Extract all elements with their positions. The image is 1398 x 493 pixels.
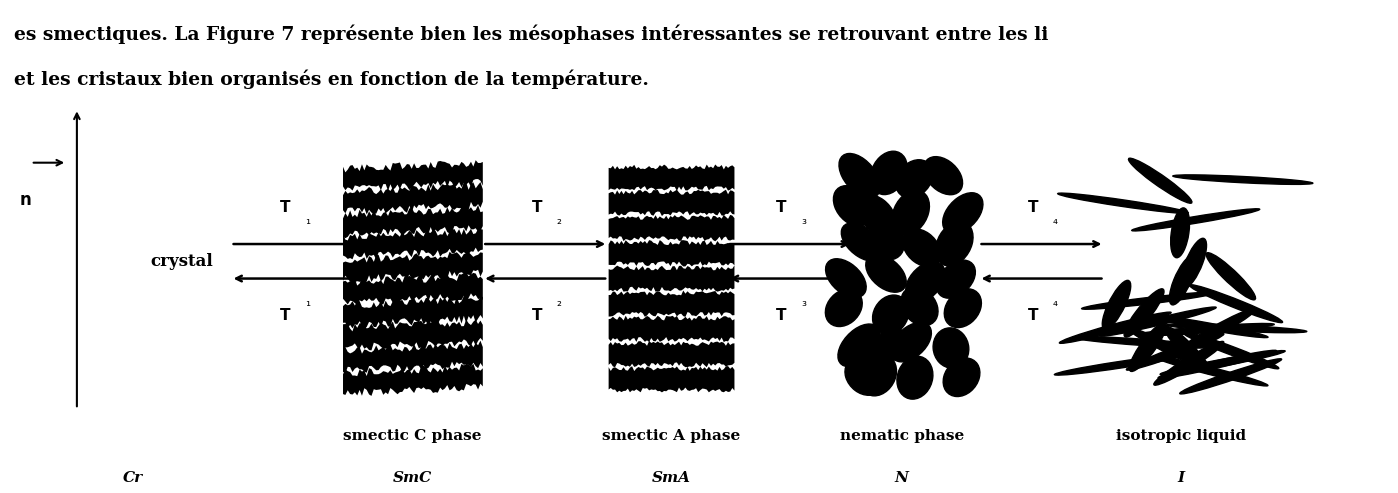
Text: T: T — [776, 200, 787, 214]
Ellipse shape — [944, 289, 981, 327]
Text: ₄: ₄ — [1053, 214, 1058, 227]
Text: nematic phase: nematic phase — [840, 429, 963, 443]
Ellipse shape — [872, 295, 909, 335]
Ellipse shape — [1165, 326, 1211, 374]
Ellipse shape — [1132, 209, 1260, 231]
Text: T: T — [531, 308, 542, 323]
Ellipse shape — [1142, 314, 1268, 338]
Ellipse shape — [868, 221, 905, 260]
Ellipse shape — [826, 259, 867, 298]
Text: I: I — [1177, 471, 1186, 485]
Ellipse shape — [871, 151, 907, 195]
Ellipse shape — [1127, 333, 1223, 370]
Text: SmC: SmC — [393, 471, 432, 485]
Ellipse shape — [1060, 312, 1172, 343]
Text: SmA: SmA — [651, 471, 691, 485]
Ellipse shape — [839, 153, 881, 198]
Text: ₃: ₃ — [801, 214, 807, 227]
Text: T: T — [776, 308, 787, 323]
Ellipse shape — [1153, 341, 1223, 385]
Ellipse shape — [837, 324, 879, 367]
Ellipse shape — [825, 289, 863, 326]
Ellipse shape — [891, 322, 931, 362]
Text: N: N — [895, 471, 909, 485]
Ellipse shape — [1130, 323, 1166, 371]
Ellipse shape — [833, 186, 871, 226]
Ellipse shape — [1206, 253, 1255, 300]
Text: smectic A phase: smectic A phase — [603, 429, 740, 443]
Text: ₄: ₄ — [1053, 296, 1058, 309]
Text: T: T — [1028, 308, 1039, 323]
Text: ₁: ₁ — [305, 214, 310, 227]
Ellipse shape — [935, 221, 973, 266]
Text: crystal: crystal — [151, 253, 212, 270]
Ellipse shape — [1160, 351, 1285, 375]
Text: et les cristaux bien organisés en fonction de la température.: et les cristaux bien organisés en foncti… — [14, 69, 649, 89]
Ellipse shape — [924, 157, 963, 195]
Ellipse shape — [1058, 193, 1188, 213]
Text: ₂: ₂ — [556, 214, 562, 227]
Ellipse shape — [1072, 337, 1211, 348]
Ellipse shape — [1158, 350, 1276, 378]
Text: ₃: ₃ — [801, 296, 807, 309]
Text: es smectiques. La Figure 7 représente bien les mésophases intéressantes se retro: es smectiques. La Figure 7 représente bi… — [14, 25, 1048, 44]
Ellipse shape — [1183, 332, 1279, 369]
Text: T: T — [280, 200, 291, 214]
Ellipse shape — [857, 195, 896, 235]
Ellipse shape — [944, 358, 980, 396]
Text: T: T — [531, 200, 542, 214]
Text: n: n — [20, 191, 31, 209]
Ellipse shape — [898, 356, 932, 399]
Text: ₁: ₁ — [305, 296, 310, 309]
Ellipse shape — [1169, 255, 1195, 305]
Ellipse shape — [942, 193, 983, 234]
Ellipse shape — [1128, 158, 1192, 203]
Ellipse shape — [1153, 356, 1268, 386]
Ellipse shape — [1124, 289, 1165, 337]
Ellipse shape — [903, 229, 941, 267]
Text: isotropic liquid: isotropic liquid — [1116, 429, 1247, 443]
Ellipse shape — [1180, 308, 1255, 351]
Ellipse shape — [1190, 284, 1282, 322]
Ellipse shape — [900, 287, 938, 326]
Ellipse shape — [1166, 324, 1307, 333]
Ellipse shape — [896, 160, 932, 198]
Ellipse shape — [860, 355, 896, 396]
Ellipse shape — [1170, 208, 1190, 258]
Ellipse shape — [892, 190, 930, 235]
Ellipse shape — [1054, 354, 1184, 375]
Ellipse shape — [867, 329, 907, 367]
Text: Cr: Cr — [123, 471, 143, 485]
Ellipse shape — [842, 223, 884, 261]
Ellipse shape — [937, 260, 976, 298]
Ellipse shape — [1181, 238, 1206, 288]
Text: T: T — [280, 308, 291, 323]
Text: smectic C phase: smectic C phase — [343, 429, 482, 443]
Ellipse shape — [906, 262, 945, 302]
Text: ₂: ₂ — [556, 296, 562, 309]
Ellipse shape — [1100, 307, 1216, 336]
Ellipse shape — [932, 328, 969, 368]
Ellipse shape — [844, 358, 882, 395]
Text: T: T — [1028, 200, 1039, 214]
Ellipse shape — [1137, 323, 1274, 336]
Ellipse shape — [1173, 175, 1313, 184]
Ellipse shape — [1102, 281, 1131, 330]
Ellipse shape — [1082, 292, 1216, 309]
Ellipse shape — [1180, 359, 1282, 394]
Ellipse shape — [1128, 328, 1209, 369]
Ellipse shape — [865, 254, 906, 292]
